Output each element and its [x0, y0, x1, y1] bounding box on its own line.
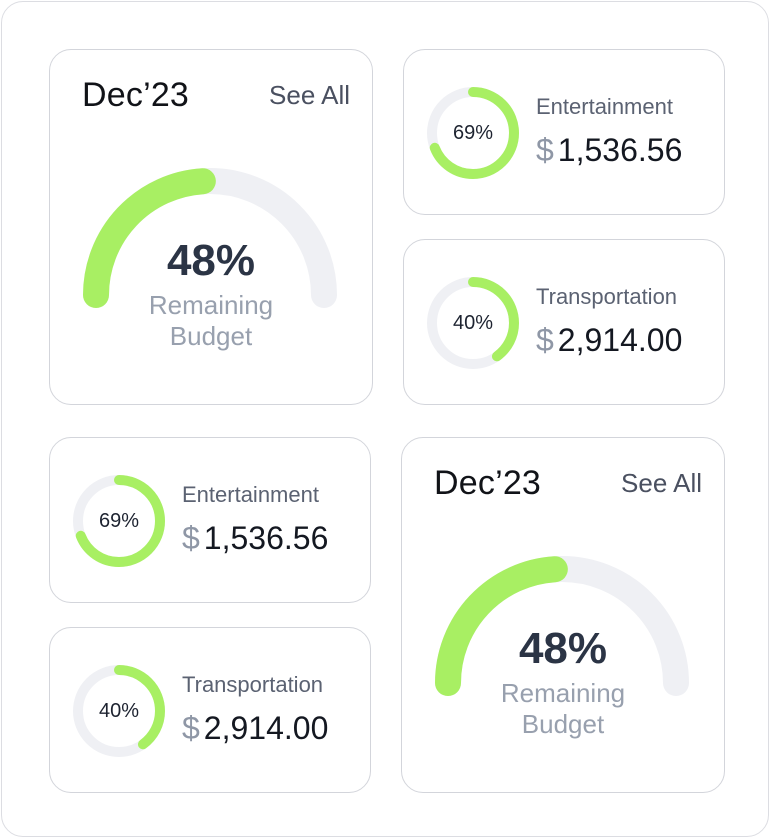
category-card-entertainment[interactable]: 69% Entertainment $1,536.56: [403, 49, 725, 215]
category-amount: $1,536.56: [182, 520, 328, 557]
ring-fill: [427, 277, 519, 369]
ring-percent: 40%: [98, 699, 140, 722]
remaining-percent: 48%: [518, 624, 608, 673]
remaining-caption: Remaining Budget: [402, 678, 724, 740]
ring-percent: 69%: [98, 509, 140, 532]
currency-symbol: $: [536, 322, 554, 358]
category-card-entertainment[interactable]: 69% Entertainment $1,536.56: [49, 437, 371, 603]
budget-gauge: [83, 168, 337, 308]
amount-value: 1,536.56: [203, 520, 329, 556]
budget-card[interactable]: Dec’23 See All 48% Remaining Budget: [49, 49, 373, 405]
caption-line-2: Budget: [521, 709, 605, 739]
see-all-link[interactable]: See All: [269, 80, 350, 110]
amount-value: 2,914.00: [203, 710, 329, 746]
amount-value: 2,914.00: [557, 322, 683, 358]
ring-fill: [73, 475, 165, 567]
category-card-transportation[interactable]: 40% Transportation $2,914.00: [49, 627, 371, 793]
category-amount: $1,536.56: [536, 132, 682, 169]
period-title: Dec’23: [434, 464, 542, 502]
category-amount: $2,914.00: [536, 322, 682, 359]
amount-value: 1,536.56: [557, 132, 683, 168]
see-all-link[interactable]: See All: [621, 468, 702, 498]
progress-ring: [427, 87, 519, 179]
category-name: Transportation: [182, 672, 324, 697]
ring-percent: 69%: [452, 121, 494, 144]
progress-ring: [427, 277, 519, 369]
category-card-transportation[interactable]: 40% Transportation $2,914.00: [403, 239, 725, 405]
progress-ring: [73, 475, 165, 567]
currency-symbol: $: [182, 710, 200, 746]
gauge-fill: [435, 556, 568, 696]
category-name: Entertainment: [182, 482, 319, 507]
budget-gauge: [435, 556, 689, 696]
ring-fill: [427, 87, 519, 179]
category-name: Entertainment: [536, 94, 673, 119]
currency-symbol: $: [182, 520, 200, 556]
caption-line-1: Remaining: [500, 678, 626, 708]
remaining-percent: 48%: [166, 236, 256, 285]
category-amount: $2,914.00: [182, 710, 328, 747]
currency-symbol: $: [536, 132, 554, 168]
category-name: Transportation: [536, 284, 678, 309]
remaining-caption: Remaining Budget: [50, 290, 372, 352]
progress-ring: [73, 665, 165, 757]
ring-fill: [73, 665, 165, 757]
period-title: Dec’23: [82, 76, 190, 114]
budget-card[interactable]: Dec’23 See All 48% Remaining Budget: [401, 437, 725, 793]
ring-percent: 40%: [452, 311, 494, 334]
gauge-fill: [83, 168, 216, 308]
caption-line-2: Budget: [169, 321, 253, 351]
caption-line-1: Remaining: [148, 290, 274, 320]
